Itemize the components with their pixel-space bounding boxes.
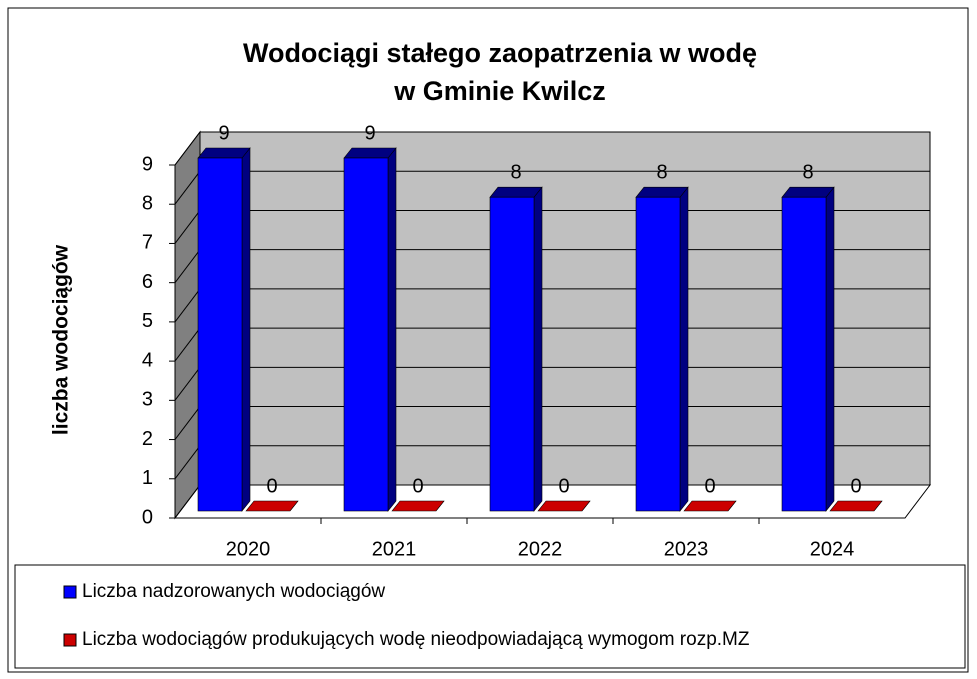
bar-side bbox=[825, 186, 835, 512]
bar bbox=[489, 196, 535, 512]
grid-line bbox=[174, 484, 201, 519]
bar bbox=[197, 157, 243, 512]
data-label: 0 bbox=[850, 475, 861, 497]
y-tick-label: 2 bbox=[142, 428, 153, 450]
legend-swatch bbox=[63, 585, 77, 599]
bar-side bbox=[387, 147, 397, 512]
bar bbox=[343, 157, 389, 512]
legend-label: Liczba nadzorowanych wodociągów bbox=[82, 581, 385, 602]
legend-swatch bbox=[63, 633, 77, 647]
bar-top bbox=[781, 186, 835, 198]
data-label: 0 bbox=[704, 475, 715, 497]
bar-top bbox=[683, 500, 737, 512]
data-label: 9 bbox=[364, 122, 375, 144]
grid-line bbox=[174, 249, 201, 283]
data-label: 9 bbox=[218, 122, 229, 144]
bar-top bbox=[197, 147, 251, 159]
bar-top bbox=[829, 500, 883, 512]
data-label: 8 bbox=[802, 162, 813, 184]
bar-top bbox=[635, 186, 689, 198]
bar-side bbox=[679, 186, 689, 512]
grid-line bbox=[174, 367, 201, 401]
grid-line bbox=[174, 131, 201, 166]
data-label: 8 bbox=[656, 162, 667, 184]
y-tick-label: 9 bbox=[142, 153, 153, 175]
data-label: 8 bbox=[510, 162, 521, 184]
bar-top bbox=[245, 500, 299, 512]
grid-line bbox=[174, 406, 201, 440]
y-tick-label: 8 bbox=[142, 193, 153, 215]
y-tick-label: 6 bbox=[142, 271, 153, 293]
bar-top bbox=[391, 500, 445, 512]
bar-top bbox=[343, 147, 397, 159]
x-tick-label: 2021 bbox=[372, 538, 417, 560]
data-label: 0 bbox=[266, 475, 277, 497]
legend bbox=[14, 564, 966, 669]
bar-side bbox=[533, 186, 543, 512]
grid-line bbox=[174, 210, 201, 244]
bar-side bbox=[241, 147, 251, 512]
side-wall bbox=[174, 130, 201, 520]
x-tick-label: 2022 bbox=[518, 538, 563, 560]
bar bbox=[781, 196, 827, 512]
bar bbox=[635, 196, 681, 512]
y-tick-label: 7 bbox=[142, 232, 153, 254]
grid-line bbox=[174, 445, 201, 480]
y-axis-label: liczba wodociągów bbox=[50, 244, 73, 435]
bar-top bbox=[489, 186, 543, 198]
x-tick-label: 2024 bbox=[810, 538, 855, 560]
x-tick-label: 2023 bbox=[664, 538, 709, 560]
y-tick-label: 5 bbox=[142, 310, 153, 332]
legend-label: Liczba wodociągów produkujących wodę nie… bbox=[82, 629, 750, 650]
data-label: 0 bbox=[558, 475, 569, 497]
y-tick-label: 1 bbox=[142, 467, 153, 489]
grid-line bbox=[174, 327, 201, 362]
grid-line bbox=[174, 288, 201, 323]
x-tick-label: 2020 bbox=[226, 538, 271, 560]
y-tick-label: 0 bbox=[142, 506, 153, 528]
bar-top bbox=[537, 500, 591, 512]
data-label: 0 bbox=[412, 475, 423, 497]
y-tick-label: 3 bbox=[142, 389, 153, 411]
grid-line bbox=[174, 170, 201, 205]
chart-title: Wodociągi stałego zaopatrzenia w wodę bbox=[243, 38, 757, 68]
y-tick-label: 4 bbox=[142, 349, 153, 371]
chart-title: w Gminie Kwilcz bbox=[393, 76, 606, 106]
